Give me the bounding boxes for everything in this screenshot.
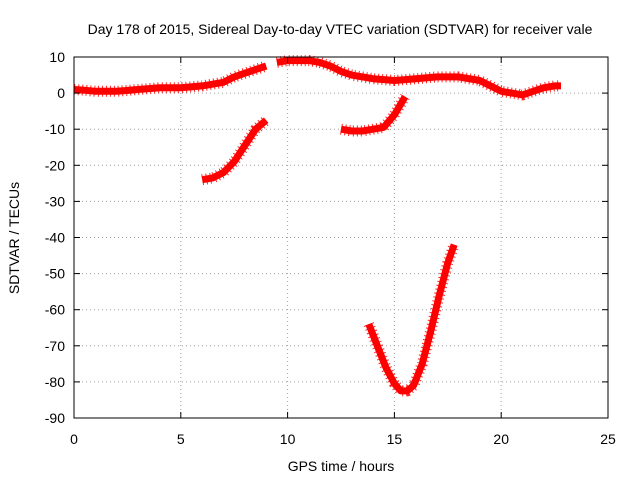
- grid-lines: [74, 57, 608, 418]
- y-tick-label: -50: [45, 266, 65, 282]
- y-tick-label: -40: [45, 230, 65, 246]
- series-layer: [73, 55, 561, 397]
- series-line-arc-1: [73, 62, 268, 95]
- y-tick-label: 10: [49, 49, 65, 65]
- y-tick-label: -30: [45, 193, 65, 209]
- series-points-arc-2: [201, 116, 270, 186]
- series-points-arc-4: [340, 93, 410, 137]
- axis-ticks: [73, 56, 609, 419]
- y-tick-label: 0: [57, 85, 65, 101]
- series-line-arc-3: [276, 57, 561, 99]
- series-points-arc-3: [275, 55, 561, 101]
- chart-title: Day 178 of 2015, Sidereal Day-to-day VTE…: [88, 21, 593, 37]
- y-tick-label: -70: [45, 338, 65, 354]
- y-tick-label: -10: [45, 121, 65, 137]
- y-tick-label: -60: [45, 302, 65, 318]
- series-points-arc-1: [73, 60, 268, 97]
- x-tick-label: 5: [177, 431, 185, 447]
- x-tick-label: 10: [280, 431, 296, 447]
- series-line-arc-5: [365, 243, 458, 395]
- y-axis-label: SDTVAR / TECUs: [6, 182, 22, 294]
- x-tick-label: 20: [493, 431, 509, 447]
- x-tick-label: 25: [600, 431, 616, 447]
- x-tick-label: 0: [70, 431, 78, 447]
- y-tick-label: -20: [45, 157, 65, 173]
- series-points-arc-5: [363, 242, 460, 397]
- y-tick-label: -90: [45, 410, 65, 426]
- tick-labels: 0 5 10 15 20 25 10 0 -10 -20 -30 -40 -50 -60 -70 -80 -90: [45, 49, 616, 447]
- x-tick-label: 15: [387, 431, 403, 447]
- y-tick-label: -80: [45, 374, 65, 390]
- x-axis-label: GPS time / hours: [288, 458, 395, 474]
